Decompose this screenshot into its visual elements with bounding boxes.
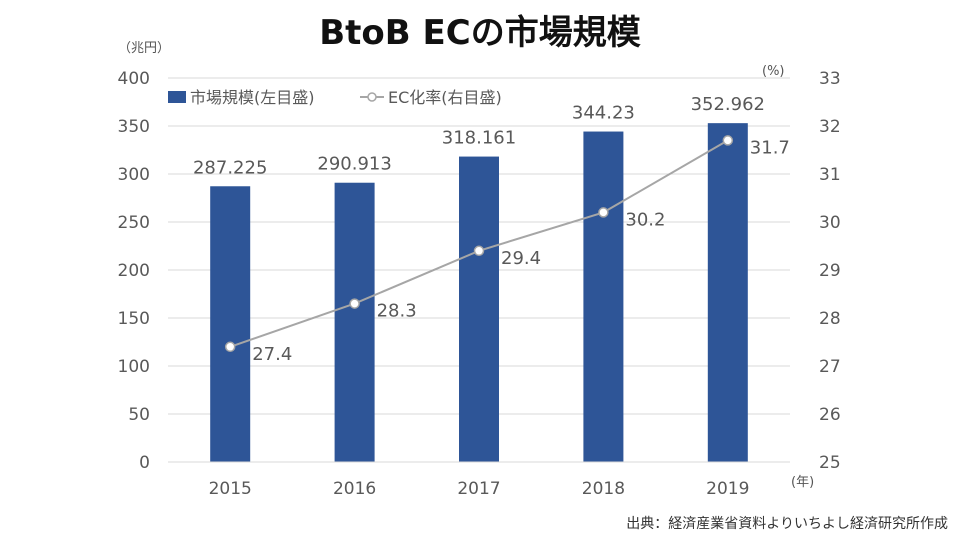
- left-axis-unit: （兆円）: [118, 41, 170, 56]
- line-value-label: 29.4: [501, 248, 541, 269]
- x-tick-label: 2016: [333, 479, 376, 499]
- legend-bar-label: 市場規模(左目盛): [190, 88, 315, 107]
- line-value-label: 27.4: [252, 344, 292, 365]
- line-point: [473, 245, 485, 257]
- left-tick-label: 200: [118, 261, 150, 281]
- axes: 0 50 100 150 200 250 300 350 400 25 26 27 28 29 30 31 32…: [118, 69, 841, 499]
- left-tick-label: 400: [118, 69, 150, 89]
- left-tick-label: 250: [118, 213, 150, 233]
- right-tick-label: 25: [819, 453, 841, 473]
- bar: [334, 182, 375, 463]
- line-value-label: 28.3: [377, 301, 417, 322]
- bar-value-label: 290.913: [317, 154, 391, 175]
- right-tick-label: 28: [819, 309, 841, 329]
- left-tick-label: 150: [118, 309, 150, 329]
- line-value-label: 30.2: [625, 209, 665, 230]
- line-point: [224, 341, 236, 353]
- right-axis-unit: (%): [762, 64, 785, 79]
- legend-line-marker: [367, 92, 377, 102]
- bar: [459, 156, 499, 463]
- data-labels: 287.225 290.913 318.161 344.23 352.962 27.4 28…: [193, 94, 790, 365]
- x-axis-unit: (年): [791, 475, 814, 490]
- bar-value-label: 287.225: [193, 157, 267, 178]
- bar: [583, 131, 624, 463]
- right-tick-label: 31: [819, 165, 841, 185]
- bar-value-label: 344.23: [572, 103, 635, 124]
- line-point: [722, 135, 734, 146]
- x-tick-label: 2015: [209, 479, 252, 499]
- line-value-label: 31.7: [750, 137, 790, 158]
- line-point: [598, 207, 609, 218]
- left-tick-label: 350: [118, 117, 150, 137]
- line-point: [349, 298, 360, 309]
- bar: [707, 123, 748, 462]
- left-tick-label: 300: [118, 165, 150, 185]
- legend-line-label: EC化率(右目盛): [388, 88, 502, 107]
- right-tick-label: 29: [819, 261, 841, 281]
- right-tick-label: 27: [819, 357, 841, 377]
- x-tick-label: 2018: [582, 479, 625, 499]
- bar-value-label: 352.962: [691, 94, 765, 115]
- left-tick-label: 50: [128, 405, 150, 425]
- right-tick-label: 30: [819, 213, 841, 233]
- x-tick-label: 2019: [706, 479, 749, 499]
- bar-value-label: 318.161: [442, 128, 516, 149]
- legend: 市場規模(左目盛) EC化率(右目盛): [168, 88, 502, 107]
- bar-series: [210, 123, 748, 463]
- legend-bar-swatch: [168, 91, 186, 103]
- bar: [210, 186, 251, 462]
- chart-title: BtoB ECの市場規模: [319, 13, 640, 53]
- right-tick-label: 26: [819, 405, 841, 425]
- source-note: 出典：経済産業省資料よりいちよし経済研究所作成: [626, 516, 948, 532]
- right-tick-label: 33: [819, 69, 841, 89]
- left-tick-label: 100: [118, 357, 150, 377]
- left-tick-label: 0: [139, 453, 150, 473]
- right-tick-label: 32: [819, 117, 841, 137]
- line-series: [224, 135, 734, 353]
- x-tick-label: 2017: [457, 479, 500, 499]
